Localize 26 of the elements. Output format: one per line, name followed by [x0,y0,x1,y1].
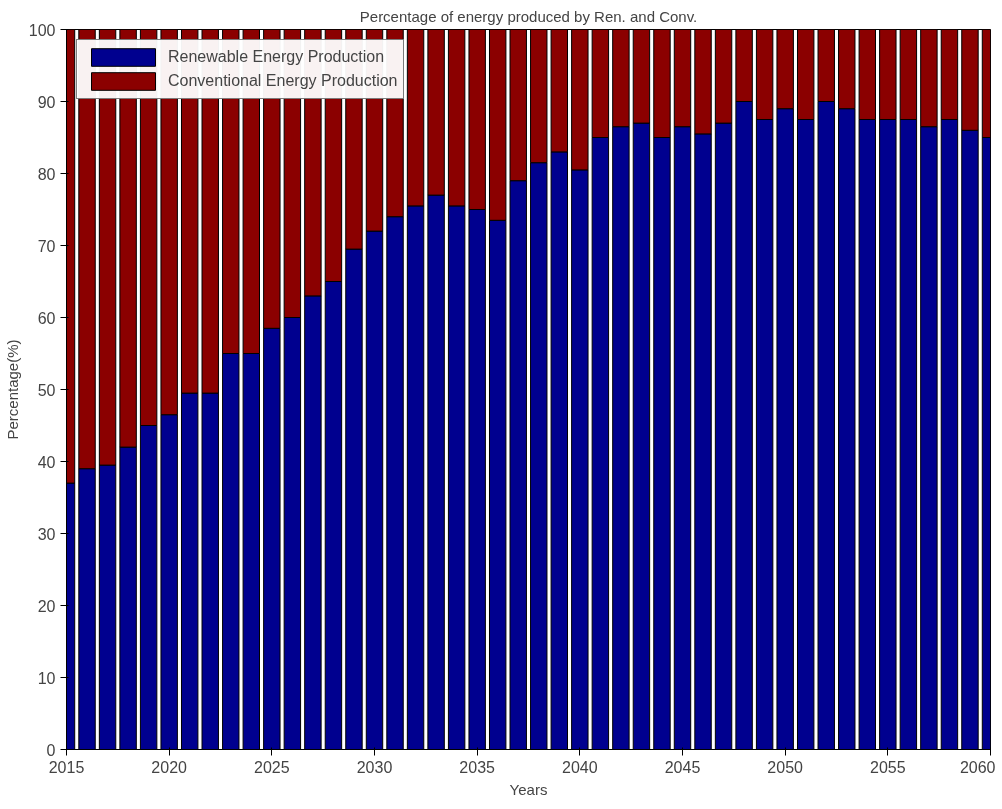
y-tick-label: 30 [37,525,56,543]
y-axis-title: Percentage(%) [3,339,21,440]
x-tick-label: 2050 [767,758,804,776]
y-tick-label: 70 [37,237,56,255]
x-tick-label: 2030 [356,758,393,776]
x-axis-title: Years [509,780,548,798]
legend-label: Renewable Energy Production [168,48,385,66]
y-tick-label: 90 [37,93,56,111]
x-tick-label: 2060 [959,758,996,776]
y-tick-label: 40 [37,453,56,471]
x-tick-label: 2055 [870,758,906,776]
y-tick-label: 0 [46,741,56,759]
chart-title: Percentage of energy produced by Ren. and Conv. [359,7,698,25]
legend-label: Conventional Energy Production [168,72,398,90]
y-tick-label: 100 [28,21,56,39]
x-tick-label: 2025 [254,758,290,776]
y-tick-label: 10 [37,669,56,687]
y-tick-label: 60 [37,309,56,327]
y-tick-label: 80 [37,165,56,183]
x-tick-label: 2035 [459,758,496,776]
x-tick-label: 2040 [562,758,598,776]
x-tick-label: 2020 [151,758,188,776]
x-tick-label: 2015 [48,758,85,776]
y-tick-label: 20 [37,597,56,615]
x-tick-label: 2045 [664,758,701,776]
y-tick-label: 50 [37,381,56,399]
